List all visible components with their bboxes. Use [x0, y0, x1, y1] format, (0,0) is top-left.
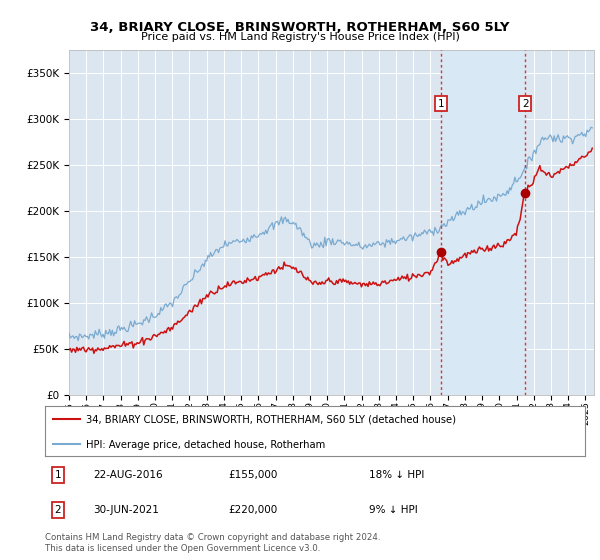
Text: 30-JUN-2021: 30-JUN-2021	[94, 505, 160, 515]
Text: 2: 2	[522, 99, 529, 109]
Text: 9% ↓ HPI: 9% ↓ HPI	[369, 505, 418, 515]
Text: 1: 1	[438, 99, 445, 109]
Text: Contains HM Land Registry data © Crown copyright and database right 2024.
This d: Contains HM Land Registry data © Crown c…	[45, 533, 380, 553]
Text: 22-AUG-2016: 22-AUG-2016	[94, 470, 163, 479]
Bar	[441, 50, 525, 395]
Text: Price paid vs. HM Land Registry's House Price Index (HPI): Price paid vs. HM Land Registry's House …	[140, 32, 460, 42]
Text: 18% ↓ HPI: 18% ↓ HPI	[369, 470, 424, 479]
Text: 2: 2	[55, 505, 61, 515]
Text: 1: 1	[55, 470, 61, 479]
Text: HPI: Average price, detached house, Rotherham: HPI: Average price, detached house, Roth…	[86, 440, 325, 450]
Text: 34, BRIARY CLOSE, BRINSWORTH, ROTHERHAM, S60 5LY: 34, BRIARY CLOSE, BRINSWORTH, ROTHERHAM,…	[90, 21, 510, 34]
Text: £155,000: £155,000	[229, 470, 278, 479]
Text: 34, BRIARY CLOSE, BRINSWORTH, ROTHERHAM, S60 5LY (detached house): 34, BRIARY CLOSE, BRINSWORTH, ROTHERHAM,…	[86, 414, 455, 424]
Text: £220,000: £220,000	[229, 505, 278, 515]
